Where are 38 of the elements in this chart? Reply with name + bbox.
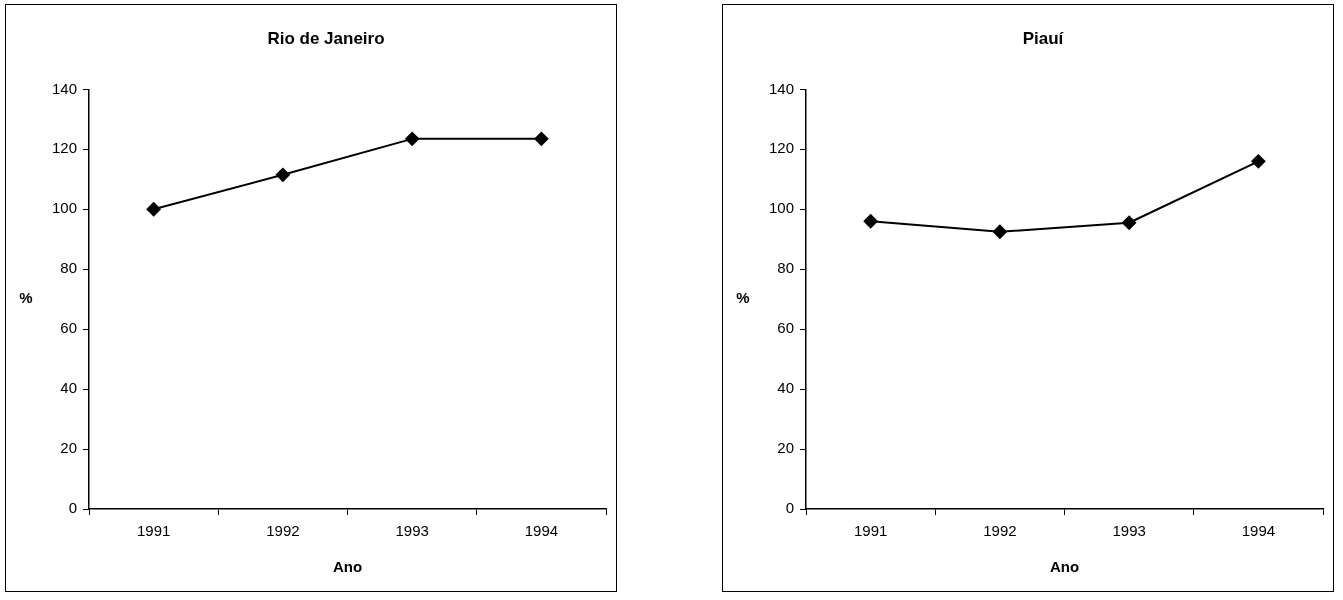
point	[405, 131, 420, 146]
x-tick-label: 1991	[136, 522, 171, 540]
y-tick-label: 60	[60, 319, 78, 337]
y-tick-label: 140	[52, 79, 78, 97]
point	[1251, 154, 1266, 169]
x-tick-label: 1992	[983, 522, 1017, 540]
y-tick-label: 80	[777, 259, 795, 277]
y-tick-label: 60	[777, 319, 795, 337]
y-axis-title: %	[19, 289, 33, 307]
chart-title: Piauí	[1022, 28, 1065, 48]
y-tick-label: 100	[52, 199, 78, 217]
y-tick-label: 120	[52, 139, 78, 157]
point	[275, 167, 290, 182]
y-tick-label: 40	[60, 379, 78, 397]
point	[1122, 215, 1137, 230]
y-tick-label: 80	[60, 259, 78, 277]
x-tick-label: 1994	[524, 522, 559, 540]
y-tick-label: 0	[785, 499, 795, 517]
x-tick-label: 1993	[395, 522, 429, 540]
point	[534, 131, 549, 146]
x-axis-title: Ano	[332, 558, 363, 576]
point	[146, 202, 161, 217]
y-axis-title: %	[736, 289, 750, 307]
chart-title: Rio de Janeiro	[267, 28, 385, 48]
x-axis-title: Ano	[1049, 558, 1080, 576]
x-tick-label: 1993	[1112, 522, 1146, 540]
y-tick-label: 20	[60, 439, 78, 457]
y-tick-label: 0	[68, 499, 78, 517]
y-tick-label: 40	[777, 379, 795, 397]
y-tick-label: 120	[769, 139, 795, 157]
y-tick-label: 20	[777, 439, 795, 457]
x-tick-label: 1991	[853, 522, 888, 540]
point	[992, 224, 1007, 239]
y-tick-label: 100	[769, 199, 795, 217]
x-tick-label: 1994	[1241, 522, 1276, 540]
point	[863, 214, 878, 229]
x-tick-label: 1992	[266, 522, 300, 540]
y-tick-label: 140	[769, 79, 795, 97]
